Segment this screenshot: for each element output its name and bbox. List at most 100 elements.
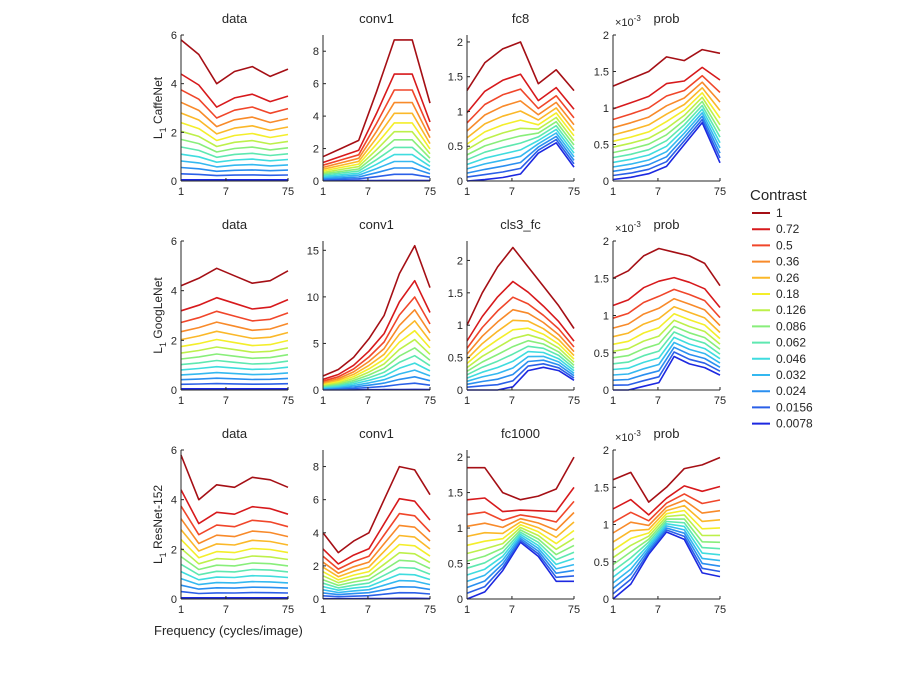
series-line-0.046 — [180, 570, 289, 581]
panel-title: data — [222, 11, 248, 26]
x-tick-label: 1 — [178, 604, 184, 616]
series-line-0.36 — [612, 297, 721, 329]
x-tick-label: 7 — [223, 186, 229, 198]
y-tick-label: 8 — [313, 462, 319, 474]
panel-r0-c2: 0 0.5 1 1.5 2 1 7 75 fc8 — [448, 11, 580, 198]
series-line-0.086 — [180, 555, 289, 571]
series-line-1 — [466, 41, 575, 92]
y-tick-label: 6 — [171, 30, 177, 42]
y-tick-label: 0 — [313, 176, 319, 188]
series-line-0.126 — [612, 319, 721, 353]
series-line-0.032 — [180, 577, 289, 586]
y-tick-label: 1.5 — [448, 288, 463, 300]
series-line-0.18 — [466, 523, 575, 547]
series-line-1 — [180, 39, 289, 85]
series-line-1 — [322, 465, 431, 554]
y-tick-label: 0 — [171, 176, 177, 188]
series-line-0.5 — [322, 89, 431, 166]
panel-r0-c0: 0 2 4 6 1 7 75 data — [171, 11, 294, 198]
series-line-0.046 — [612, 336, 721, 371]
series-line-0.72 — [612, 276, 721, 309]
y-tick-label: 0 — [171, 385, 177, 397]
x-tick-label: 75 — [568, 395, 580, 407]
series-line-0.26 — [612, 504, 721, 543]
series-line-0.0078 — [466, 541, 574, 600]
y-tick-label: 0 — [457, 176, 463, 188]
panel-r2-c1: 0 2 4 6 8 1 7 75 conv1 — [313, 426, 436, 616]
series-line-0.024 — [322, 167, 431, 180]
series-line-0.36 — [466, 511, 575, 532]
series-line-0.26 — [466, 319, 575, 360]
series-line-0.062 — [322, 566, 431, 589]
series-line-0.72 — [322, 279, 431, 381]
series-line-0.032 — [466, 535, 575, 583]
series-line-0.024 — [612, 115, 721, 173]
y-tick-label: 2 — [171, 335, 177, 347]
x-tick-label: 75 — [568, 186, 580, 198]
series-line-1 — [612, 48, 721, 87]
row-label-sub: 1 — [158, 552, 168, 557]
series-line-0.0156 — [612, 351, 721, 386]
x-tick-label: 7 — [509, 186, 515, 198]
y-tick-label: 0.5 — [448, 141, 463, 153]
series-line-0.36 — [612, 81, 721, 129]
series-line-0.062 — [466, 345, 575, 376]
legend: Contrast 1 0.72 0.5 0.36 0.26 0.18 0.126 0.086 0… — [750, 187, 813, 431]
series-line-0.086 — [466, 339, 575, 372]
row-label-name: GoogLeNet — [151, 277, 165, 342]
y-tick-label: 1 — [603, 103, 609, 115]
series-line-0.18 — [466, 112, 575, 145]
series-line-0.062 — [180, 563, 289, 576]
series-line-0.72 — [466, 486, 575, 513]
series-line-0.36 — [612, 499, 721, 534]
series-line-0.72 — [466, 73, 575, 114]
y-tick-label: 0.5 — [448, 559, 463, 571]
legend-label: 0.062 — [776, 336, 806, 350]
series-line-0.126 — [466, 526, 575, 555]
series-line-0.0078 — [467, 366, 575, 391]
series-line-0.126 — [180, 130, 289, 148]
exponent-label: ×10-3 — [615, 220, 641, 235]
series-line-0.18 — [180, 338, 289, 348]
series-line-0.126 — [180, 547, 289, 565]
legend-label: 1 — [776, 206, 783, 220]
series-line-0.024 — [322, 585, 431, 596]
series-line-0.086 — [180, 138, 289, 153]
series-line-0.26 — [612, 87, 721, 136]
legend-label: 0.032 — [776, 368, 806, 382]
series-line-0.26 — [612, 305, 721, 338]
legend-title: Contrast — [750, 187, 808, 204]
y-tick-label: 2 — [171, 544, 177, 556]
x-tick-label: 1 — [320, 395, 326, 407]
series-line-0.5 — [180, 310, 289, 324]
legend-label: 0.0156 — [776, 400, 813, 414]
row-label-prefix: L — [151, 557, 165, 564]
legend-label: 0.0078 — [776, 417, 813, 431]
series-line-0.0078 — [612, 121, 721, 181]
series-line-0.72 — [322, 497, 431, 565]
series-line-0.72 — [612, 485, 721, 516]
series-line-0.032 — [180, 371, 289, 376]
panel-r1-c3: 0 0.5 1 1.5 2 1 7 75 prob ×10-3 — [594, 217, 726, 407]
row-label-0: L1 CaffeNet — [151, 76, 168, 139]
legend-label: 0.26 — [776, 271, 800, 285]
series-line-0.18 — [180, 538, 289, 559]
series-line-0.0156 — [322, 382, 431, 390]
y-tick-label: 2 — [457, 255, 463, 267]
series-line-1 — [322, 244, 431, 377]
y-tick-label: 1.5 — [448, 488, 463, 500]
series-line-0.36 — [180, 518, 289, 545]
series-line-0.032 — [466, 355, 575, 383]
series-line-0.032 — [612, 525, 721, 584]
series-line-0.086 — [322, 559, 431, 587]
series-line-1 — [322, 39, 431, 158]
panel-title: prob — [653, 217, 679, 232]
series-line-0.5 — [322, 296, 431, 382]
series-line-0.046 — [466, 350, 575, 379]
series-line-0.36 — [466, 308, 575, 355]
series-line-0.032 — [322, 160, 431, 179]
series-line-1 — [180, 267, 289, 287]
y-tick-label: 2 — [313, 144, 319, 156]
series-line-0.086 — [466, 529, 575, 562]
y-tick-label: 0 — [603, 385, 609, 397]
